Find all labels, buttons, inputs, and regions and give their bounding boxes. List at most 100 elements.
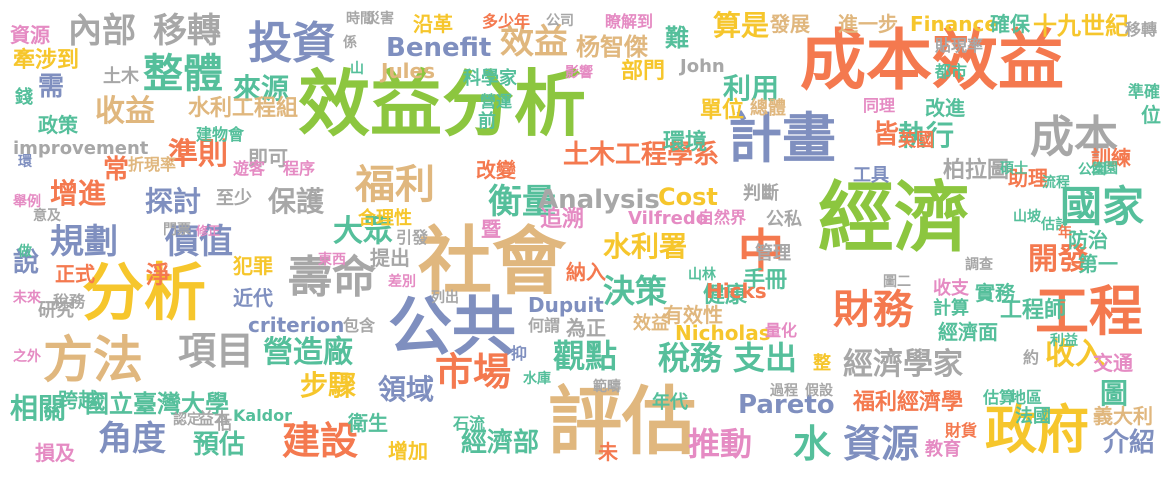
- cloud-word: Kaldor: [233, 406, 293, 425]
- cloud-word: 至少: [216, 188, 252, 209]
- cloud-word: 災害: [366, 11, 394, 27]
- cloud-word: 科學家: [463, 68, 517, 89]
- cloud-word: 增進: [50, 177, 107, 210]
- cloud-word: 列出: [431, 290, 459, 306]
- cloud-word: 即可: [248, 146, 288, 170]
- cloud-word: 義大利: [1093, 404, 1153, 428]
- cloud-word: Jules: [381, 59, 436, 83]
- cloud-word: 管理: [755, 243, 791, 264]
- cloud-word: 公園: [1078, 162, 1106, 178]
- cloud-word: 移轉: [153, 11, 221, 51]
- cloud-word: 助理: [1008, 166, 1048, 190]
- cloud-word: 資源: [843, 422, 920, 466]
- cloud-word: 實務: [975, 281, 1015, 305]
- cloud-word: 政府: [985, 401, 1090, 461]
- cloud-word: 程序: [283, 159, 316, 178]
- cloud-word: Analysis: [538, 185, 660, 215]
- cloud-word: 調查: [965, 257, 993, 273]
- cloud-word: 土木工程學系: [563, 140, 720, 170]
- cloud-word: 探討: [145, 185, 202, 218]
- cloud-word: 稅務: [658, 339, 723, 377]
- cloud-word: 環: [18, 154, 32, 170]
- cloud-word: 公司: [546, 13, 574, 29]
- cloud-word: 估: [216, 414, 233, 433]
- cloud-word: 意及: [33, 208, 61, 224]
- cloud-word: 總體: [750, 98, 786, 119]
- cloud-word: 開發: [1028, 242, 1088, 277]
- cloud-word: 社會: [418, 219, 566, 305]
- cloud-word: 市場: [435, 350, 512, 394]
- cloud-word: 納入: [566, 260, 606, 284]
- cloud-word: 來源: [233, 72, 290, 105]
- cloud-word: 計畫: [728, 107, 836, 170]
- cloud-word: 同理: [863, 96, 896, 115]
- cloud-word: 為正: [566, 316, 606, 340]
- cloud-word: 稅務: [53, 292, 86, 311]
- cloud-word: 支出: [733, 339, 798, 377]
- cloud-word: 政策: [38, 113, 78, 137]
- cloud-word: 整體: [143, 51, 223, 97]
- cloud-word: 財務: [833, 287, 913, 333]
- cloud-word: 估算: [983, 388, 1016, 407]
- cloud-word: 第一: [1078, 252, 1118, 276]
- cloud-word: Hicks: [706, 279, 767, 303]
- cloud-word: 牽涉到: [13, 48, 80, 73]
- cloud-word: 壽命: [288, 252, 376, 303]
- cloud-word: 部門: [621, 59, 666, 84]
- cloud-word: 折現率: [128, 155, 177, 174]
- cloud-word: 效益: [500, 22, 568, 62]
- cloud-word: 圖: [1100, 377, 1129, 410]
- cloud-word: 教育: [925, 439, 961, 460]
- cloud-word: 健康: [703, 283, 748, 308]
- cloud-word: 提出: [370, 246, 410, 270]
- cloud-word: 未來: [13, 290, 41, 306]
- cloud-word: 英國: [898, 130, 934, 151]
- cloud-word: 規劃: [50, 222, 118, 262]
- cloud-word: 沿革: [413, 12, 453, 36]
- cloud-word: 舉例: [13, 194, 41, 210]
- cloud-word: 錢: [15, 87, 33, 108]
- cloud-word: 水: [793, 422, 832, 466]
- cloud-word: 跨越: [58, 388, 98, 412]
- cloud-word: 財貨: [945, 421, 978, 440]
- cloud-word: 經濟學家: [843, 347, 963, 382]
- cloud-word: 係: [343, 35, 357, 51]
- cloud-word: 估計: [1041, 217, 1069, 233]
- cloud-word: 準確: [1128, 82, 1161, 101]
- cloud-word: 貼現率: [935, 36, 984, 55]
- cloud-word: 收支: [933, 278, 969, 299]
- cloud-word: 損及: [35, 441, 75, 465]
- cloud-word: 公私: [766, 209, 802, 230]
- cloud-word: 投資: [248, 18, 336, 69]
- cloud-word: 流程: [1042, 175, 1070, 191]
- cloud-word: 十九世紀: [1033, 12, 1129, 40]
- cloud-word: 多少年: [482, 12, 531, 31]
- cloud-word: 杨智傑: [576, 33, 648, 61]
- cloud-word: 包含: [343, 316, 376, 335]
- cloud-word: 工程: [1035, 280, 1143, 343]
- cloud-word: 認定: [173, 412, 201, 428]
- cloud-word: 改變: [476, 158, 516, 182]
- cloud-word: 環境: [663, 130, 708, 155]
- cloud-word: 確保: [990, 12, 1030, 36]
- cloud-word: 改進: [925, 96, 965, 120]
- cloud-word: Nicholas: [675, 321, 771, 345]
- cloud-word: 何謂: [528, 316, 561, 335]
- cloud-word: 合理性: [358, 208, 412, 229]
- cloud-word: 保護: [268, 185, 325, 218]
- cloud-word: 發展: [770, 12, 810, 36]
- cloud-word: 年: [1058, 225, 1072, 241]
- cloud-word: 角度: [98, 419, 166, 459]
- cloud-word: 增加: [388, 439, 428, 463]
- cloud-word: 說: [13, 248, 40, 278]
- cloud-word: 影響: [565, 65, 593, 81]
- cloud-word: 經濟面: [938, 320, 998, 344]
- cloud-word: 移轉: [1125, 20, 1158, 39]
- cloud-word: 東西: [318, 252, 346, 268]
- cloud-word: 衛生: [348, 411, 388, 435]
- cloud-word: 差別: [388, 274, 416, 290]
- cloud-word: 暨: [481, 217, 501, 241]
- cloud-word: 山林: [688, 267, 716, 283]
- cloud-word: 碩士: [1000, 161, 1028, 177]
- cloud-word: 經濟部: [461, 428, 540, 458]
